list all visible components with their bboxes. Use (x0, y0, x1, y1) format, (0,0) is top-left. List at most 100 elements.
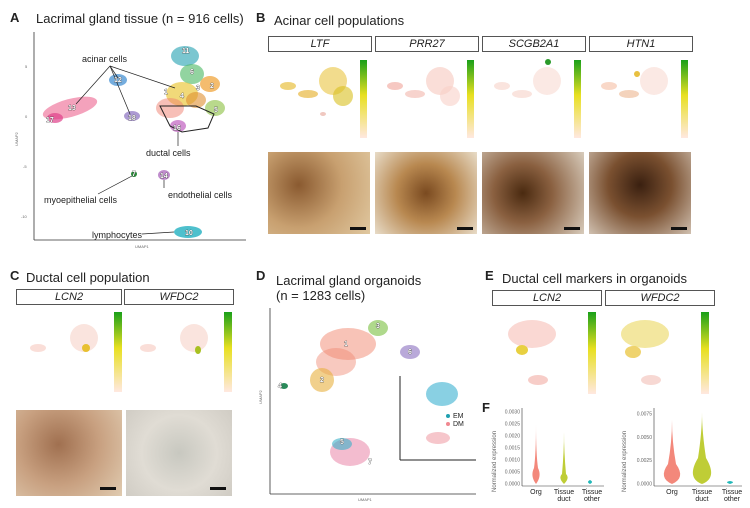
a-anno-ductal: ductal cells (146, 148, 191, 158)
b-histo-scgb2a1 (482, 152, 584, 234)
c-histo-wfdc2 (126, 410, 232, 496)
f-left-violin-other (588, 460, 592, 484)
b-gene-scgb2a1: SCGB2A1 (482, 36, 586, 52)
scale-bar (100, 487, 116, 490)
legend-em-dot (446, 414, 450, 418)
a-ytick-3: -10 (21, 214, 28, 219)
scale-bar (210, 487, 226, 490)
panel-a-letter: A (10, 10, 20, 25)
a-ytick-1: 0 (25, 114, 28, 119)
d-clusters (280, 320, 420, 466)
d-ylabel: UMAP2 (258, 389, 263, 404)
panel-f-letter: F (482, 400, 490, 415)
d-cl-7: 7 (368, 459, 372, 466)
a-ylabel: UMAP2 (14, 131, 19, 146)
b-plot-scgb2a1 (494, 59, 581, 138)
e-plot-wfdc2 (621, 312, 709, 394)
d-cl-6: 6 (408, 349, 412, 356)
a-cl-5: 5 (214, 107, 218, 114)
f-category-label: Org (530, 489, 542, 496)
a-cl-1: 1 (164, 89, 168, 96)
f-category-label: other (724, 496, 741, 503)
panel-d-title-line1: Lacrimal gland organoids (276, 273, 422, 288)
scale-bar (671, 227, 687, 230)
a-cl-7: 7 (132, 171, 136, 178)
b-plot-htn1 (601, 60, 688, 138)
f-category-label: Tissue (722, 489, 742, 496)
b-gene-htn1: HTN1 (589, 36, 693, 52)
d-cl-4: 4 (278, 383, 282, 390)
e-plot-lcn2 (508, 312, 596, 394)
f-ytick: 0.0000 (637, 482, 653, 488)
f-ytick: 0.0000 (505, 482, 521, 488)
a-cl-16: 16 (173, 125, 181, 132)
b-gene-ltf: LTF (268, 36, 372, 52)
a-cl-17: 17 (46, 117, 54, 124)
a-cl-18: 18 (128, 115, 136, 122)
a-cl-11: 11 (182, 48, 190, 55)
a-cl-13: 13 (68, 105, 76, 112)
f-category-label: Tissue (582, 489, 602, 496)
f-right-violin-other (727, 481, 733, 484)
f-ylabel-left: Normalized expression (492, 431, 498, 492)
d-inset: EM DM (399, 376, 476, 461)
c-gene-wfdc2: WFDC2 (124, 289, 234, 305)
legend-dm-dot (446, 422, 450, 426)
f-ytick: 0.0020 (505, 434, 521, 440)
b-feature-plots (280, 59, 688, 138)
f-ytick: 0.0025 (505, 422, 521, 428)
a-cl-10: 10 (185, 230, 193, 237)
f-ytick: 0.0025 (637, 458, 653, 464)
d-legend-dm: DM (453, 421, 464, 428)
panel-e-letter: E (485, 268, 494, 283)
panel-a-title: Lacrimal gland tissue (n = 916 cells) (36, 11, 244, 26)
e-feature-plots (508, 312, 709, 394)
a-cl-3: 3 (196, 85, 200, 92)
d-cl-1: 1 (344, 341, 348, 348)
f-category-label: Tissue (692, 489, 712, 496)
f-ytick: 0.0075 (637, 412, 653, 418)
c-feature-plots (30, 312, 232, 392)
a-ytick-0: 5 (25, 64, 28, 69)
f-right-violin-duct (692, 412, 712, 484)
b-histo-htn1 (589, 152, 691, 234)
a-anno-myoepithelial: myoepithelial cells (44, 195, 118, 205)
a-xlabel: UMAP1 (135, 244, 150, 249)
f-ytick: 0.0005 (505, 470, 521, 476)
a-cl-4: 4 (180, 93, 184, 100)
b-histo-prr27 (375, 152, 477, 234)
c-plot-lcn2 (30, 312, 122, 392)
panel-c-letter: C (10, 268, 20, 283)
panel-a-umap: 5 0 -5 -10 UMAP2 UMAP1 acinar cells duct… (14, 32, 246, 249)
d-xlabel: UMAP1 (358, 497, 373, 502)
f-category-label: duct (557, 496, 570, 503)
a-anno-acinar: acinar cells (82, 54, 128, 64)
a-cl-12: 12 (114, 77, 122, 84)
b-histo-ltf (268, 152, 370, 234)
f-left-violin-duct (560, 432, 568, 484)
f-category-label: other (584, 496, 601, 503)
a-clusters (42, 46, 225, 238)
f-ylabel-right: Normalized expression (622, 431, 628, 492)
c-histo-lcn2 (16, 410, 122, 496)
a-anno-endothelial: endothelial cells (168, 190, 233, 200)
b-gene-prr27: PRR27 (375, 36, 479, 52)
scale-bar (564, 227, 580, 230)
a-anno-lymphocytes: lymphocytes (92, 230, 143, 240)
panel-d-umap: UMAP2 UMAP1 3 1 6 2 4 5 7 EM DM (258, 308, 476, 502)
d-cl-2: 2 (320, 377, 324, 384)
d-cl-5: 5 (340, 439, 344, 446)
e-gene-wfdc2: WFDC2 (605, 290, 715, 306)
c-plot-wfdc2 (140, 312, 232, 392)
panel-c-title: Ductal cell population (26, 270, 150, 285)
f-ytick: 0.0030 (505, 410, 521, 416)
a-cl-6: 6 (190, 69, 194, 76)
scale-bar (350, 227, 366, 230)
e-gene-lcn2: LCN2 (492, 290, 602, 306)
d-legend-em: EM (453, 413, 464, 420)
b-plot-prr27 (387, 60, 474, 138)
panel-d-letter: D (256, 268, 266, 283)
f-ytick: 0.0050 (637, 435, 653, 441)
f-category-label: Tissue (554, 489, 574, 496)
f-category-label: duct (695, 496, 708, 503)
